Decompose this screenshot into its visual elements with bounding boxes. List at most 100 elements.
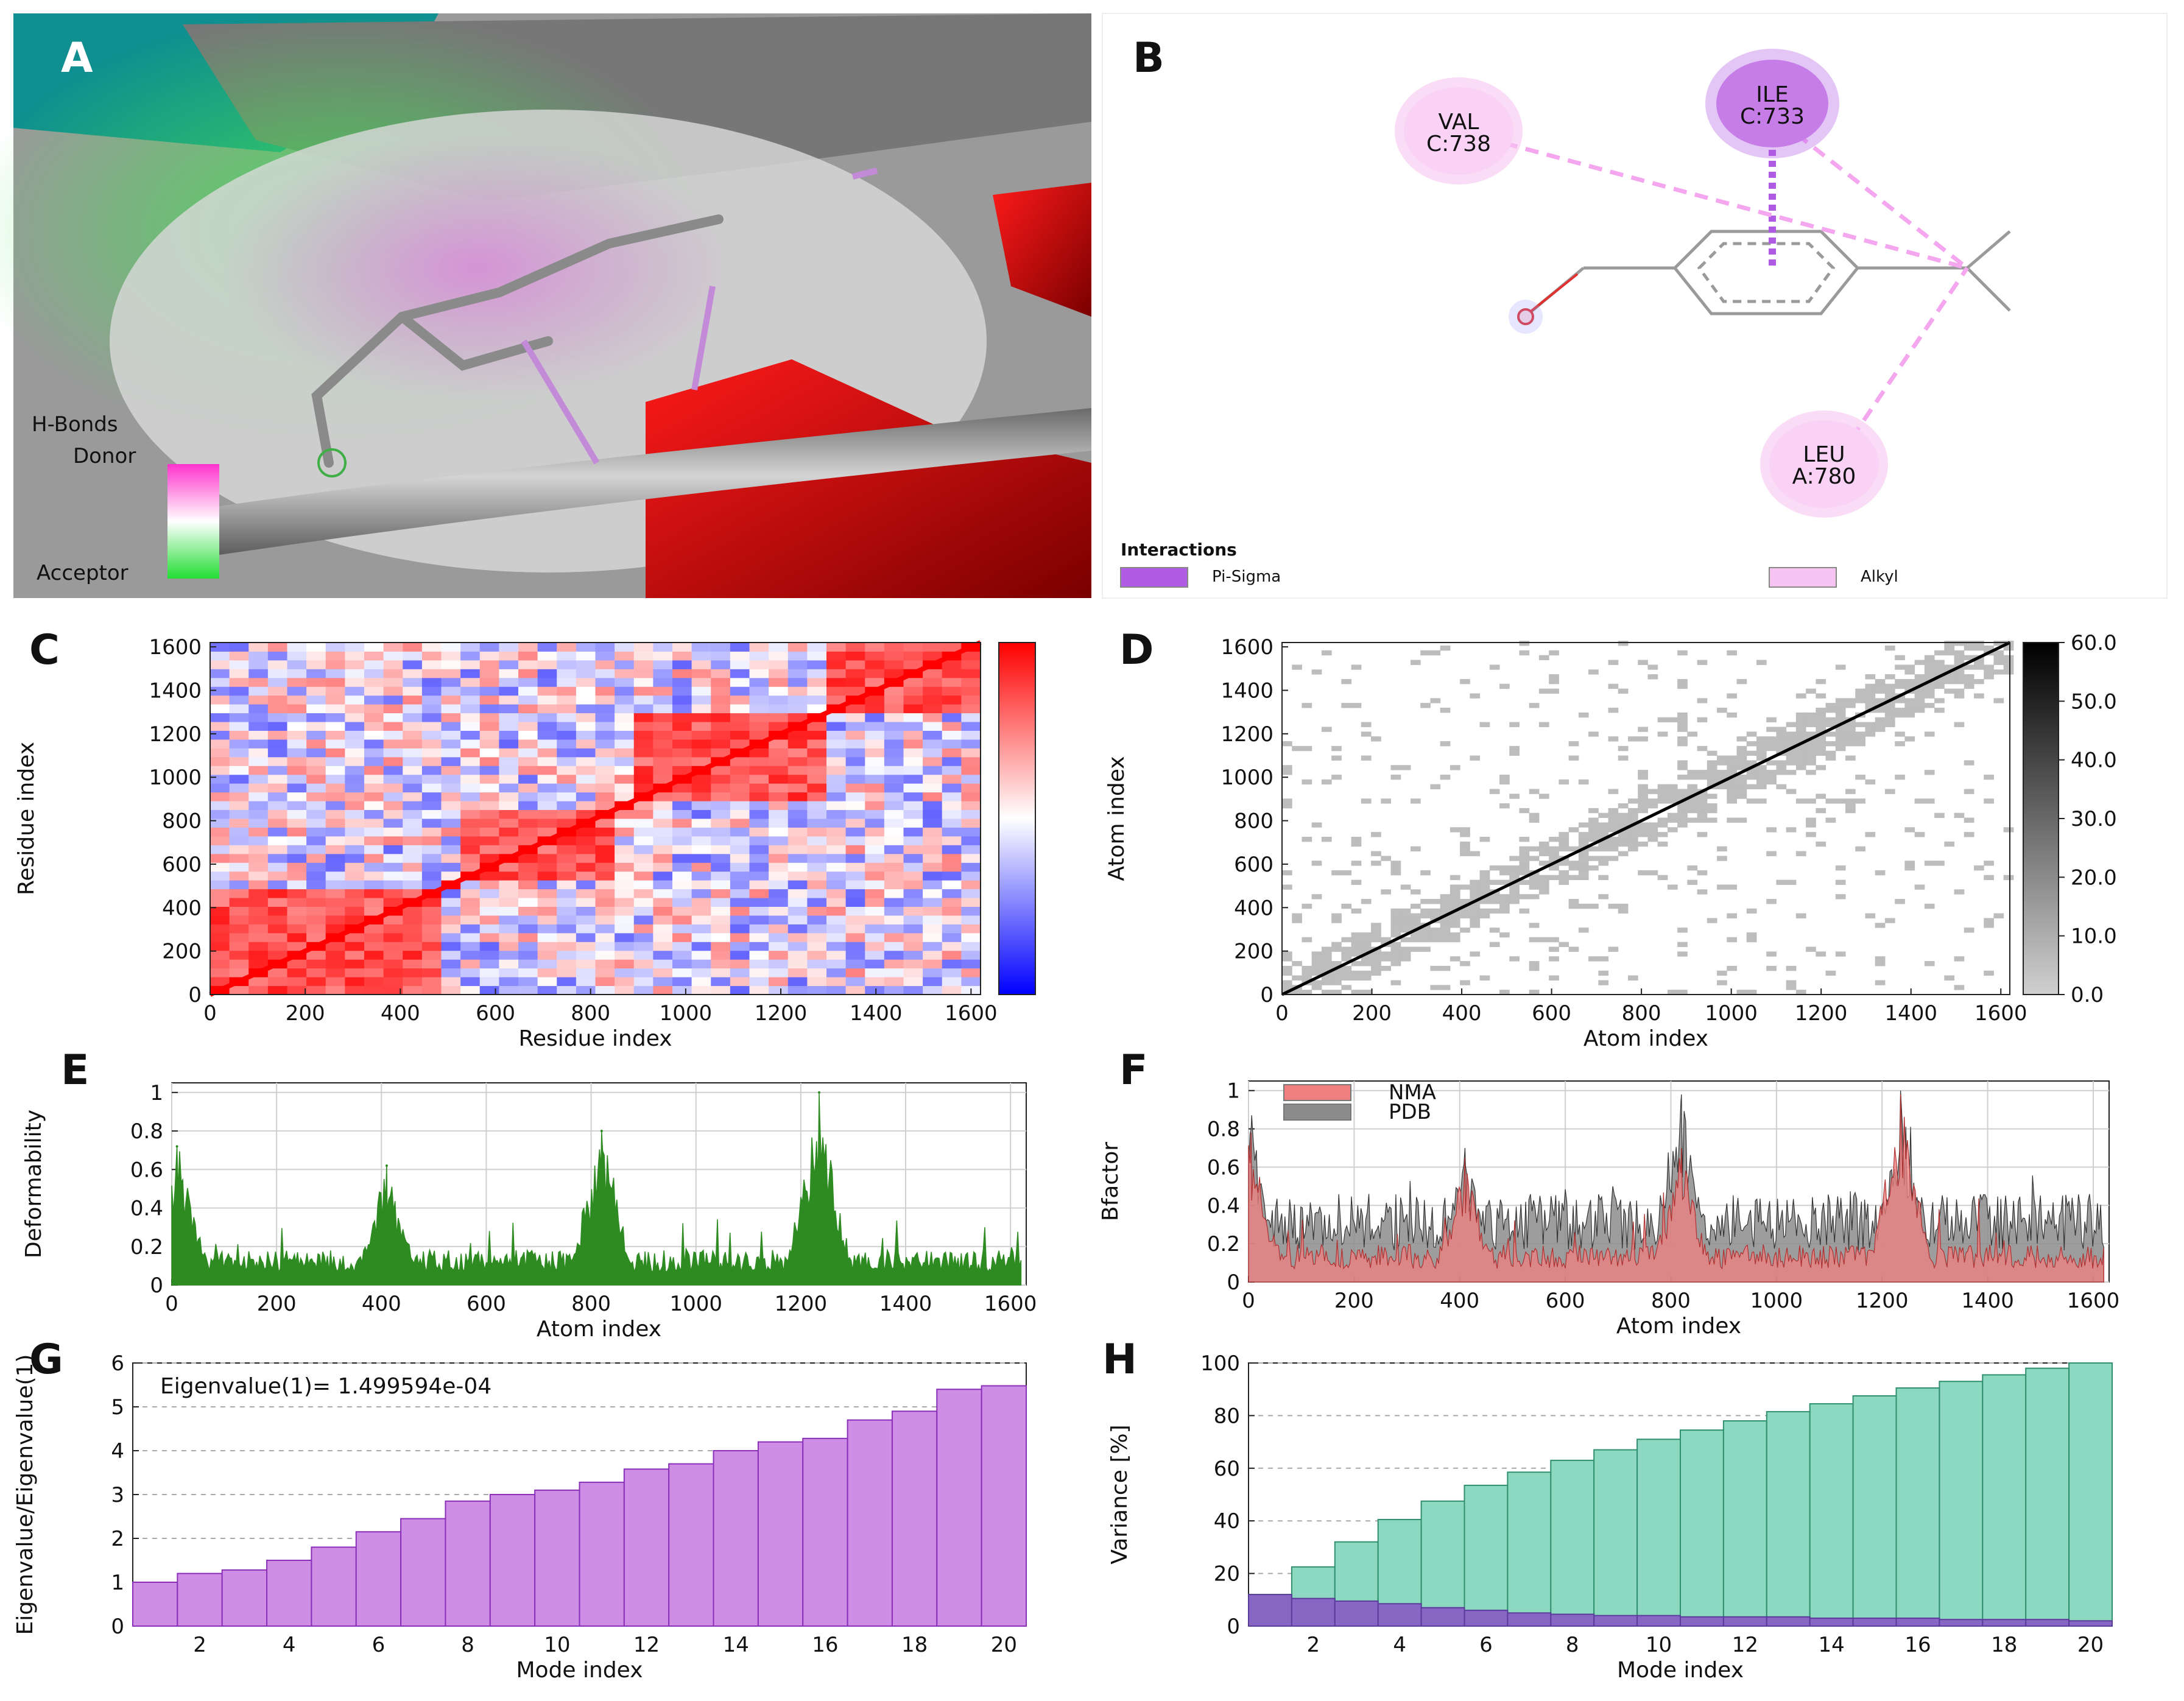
contact-cell	[1371, 956, 1381, 962]
heatmap-cell	[653, 889, 673, 898]
heatmap-cell	[287, 809, 307, 819]
contact-cell	[1519, 851, 1530, 856]
heatmap-cell	[441, 756, 461, 766]
heatmap-cell	[769, 827, 789, 837]
heatmap-cell	[518, 889, 538, 898]
heatmap-cell	[711, 748, 731, 758]
contact-cell	[1390, 861, 1401, 866]
heatmap-cell	[672, 915, 692, 924]
heatmap-cell	[557, 713, 577, 722]
heatmap-cell	[691, 942, 711, 951]
contact-cell	[1568, 875, 1579, 881]
y-tick-label: 200	[162, 940, 202, 964]
contact-cell	[1440, 708, 1451, 713]
heatmap-cell	[807, 959, 827, 969]
bar-individual-6	[1464, 1610, 1509, 1627]
heatmap-cell	[383, 756, 403, 766]
heatmap-cell	[460, 819, 481, 828]
heatmap-cell	[479, 748, 499, 758]
contact-cell	[1568, 827, 1579, 833]
x-tick-label: 1200	[1856, 1289, 1909, 1313]
contact-cell	[1776, 727, 1787, 732]
heatmap-cell	[730, 845, 750, 854]
heatmap-cell	[248, 677, 269, 687]
contact-cell	[1845, 808, 1856, 814]
heatmap-cell	[845, 836, 865, 845]
heatmap-cell	[479, 643, 499, 652]
heatmap-cell	[769, 686, 789, 696]
contact-cell	[1410, 798, 1421, 804]
heatmap-cell	[441, 932, 461, 942]
heatmap-cell	[769, 836, 789, 845]
contact-cell	[1973, 678, 1984, 685]
heatmap-cell	[518, 915, 538, 924]
heatmap-cell	[479, 713, 499, 722]
heatmap-cell	[267, 643, 287, 652]
contact-cell	[1855, 846, 1865, 852]
heatmap-cell	[537, 889, 557, 898]
heatmap-cell	[595, 906, 615, 916]
heatmap-cell	[865, 880, 885, 890]
heatmap-cell	[961, 845, 981, 854]
contact-cell	[1835, 703, 1846, 708]
heatmap-cell	[287, 643, 307, 652]
heatmap-cell	[421, 898, 442, 907]
heatmap-cell	[807, 809, 827, 819]
heatmap-cell	[557, 704, 577, 714]
heatmap-cell	[306, 880, 326, 890]
heatmap-cell	[557, 766, 577, 775]
contact-cell	[1806, 946, 1816, 952]
heatmap-cell	[479, 722, 499, 731]
contact-cell	[1390, 942, 1401, 948]
contact-cell	[1627, 832, 1638, 837]
heatmap-cell	[557, 968, 577, 977]
contact-cell	[1795, 765, 1806, 770]
contact-cell	[1687, 865, 1698, 871]
heatmap-cell	[787, 695, 808, 705]
contact-cell	[1400, 765, 1411, 770]
contact-cell	[1538, 937, 1549, 943]
heatmap-cell	[383, 766, 403, 775]
contact-cell	[1608, 683, 1619, 689]
heatmap-cell	[229, 853, 249, 863]
heatmap-cell	[248, 651, 269, 661]
contact-cell	[1766, 779, 1777, 785]
contact-cell	[1390, 928, 1401, 933]
heatmap-cell	[518, 677, 538, 687]
contact-cell	[1736, 990, 1747, 995]
heatmap-cell	[537, 704, 557, 714]
y-axis-title: Eigenvalue/Eigenvalue(1)	[13, 1354, 38, 1635]
heatmap-cell	[653, 713, 673, 722]
heatmap-cell	[576, 792, 596, 801]
contact-cell	[1410, 918, 1421, 923]
contact-cell	[1657, 817, 1668, 823]
contact-cell	[1865, 727, 1876, 732]
heatmap-cell	[537, 950, 557, 960]
heatmap-cell	[499, 774, 519, 784]
heatmap-cell	[865, 827, 885, 837]
heatmap-cell	[499, 819, 519, 828]
heatmap-cell	[403, 819, 423, 828]
bar-cumulative-11	[1680, 1429, 1724, 1627]
heatmap-cell	[248, 985, 269, 995]
heatmap-cell	[537, 730, 557, 740]
heatmap-cell	[229, 730, 249, 740]
contact-cell	[1559, 832, 1569, 837]
heatmap-cell	[845, 660, 865, 669]
heatmap-cell	[537, 774, 557, 784]
contact-cell	[1568, 741, 1579, 747]
contact-cell	[1924, 770, 1935, 775]
contact-cell	[1875, 727, 1886, 732]
contact-cell	[1884, 683, 1895, 689]
heatmap-cell	[557, 924, 577, 934]
contact-cell	[1687, 817, 1698, 823]
plot-frame	[210, 642, 981, 995]
contact-cell	[1677, 722, 1688, 727]
contact-cell	[1687, 731, 1698, 737]
legend-alkyl-swatch	[1769, 567, 1837, 588]
heatmap-cell	[884, 871, 904, 881]
heatmap-cell	[229, 959, 249, 969]
heatmap-cell	[633, 898, 653, 907]
contact-cell	[1924, 798, 1935, 804]
residue-ile-733: ILE C:733	[1705, 49, 1839, 158]
